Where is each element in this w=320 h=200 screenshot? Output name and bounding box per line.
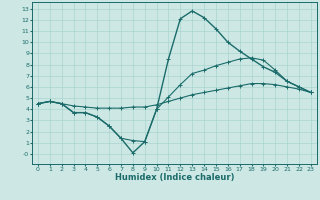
X-axis label: Humidex (Indice chaleur): Humidex (Indice chaleur)	[115, 173, 234, 182]
